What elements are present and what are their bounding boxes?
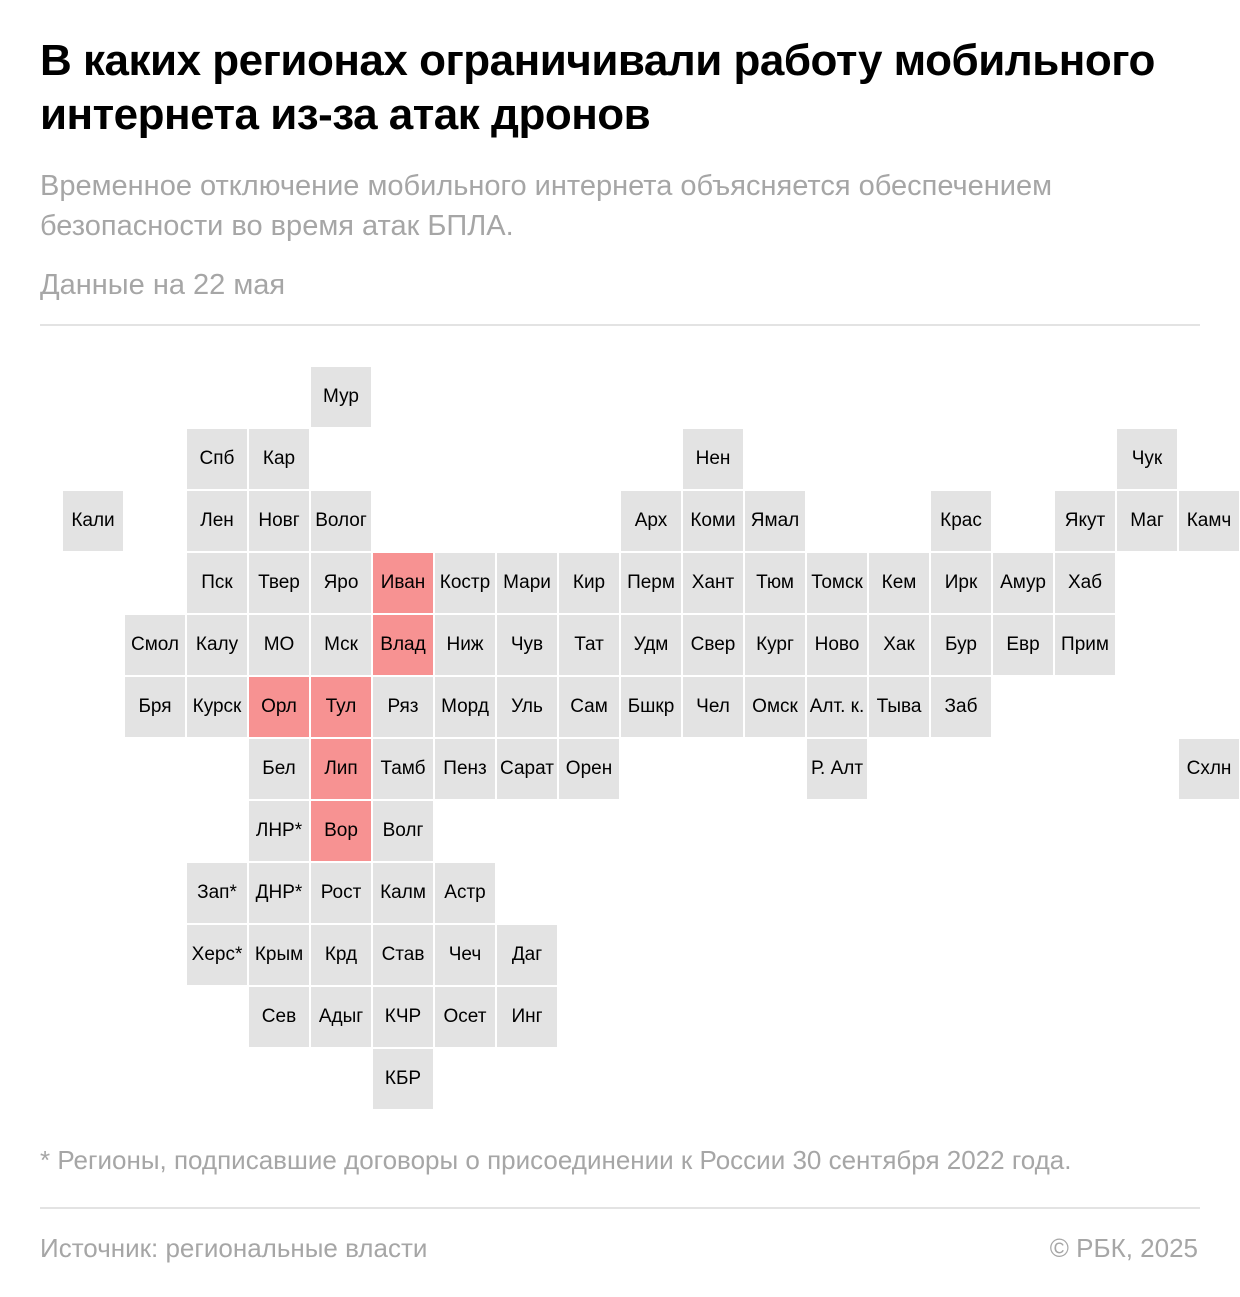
region-tile: Кир	[559, 553, 619, 613]
region-tile: Новг	[249, 491, 309, 551]
region-tile: Сам	[559, 677, 619, 737]
region-tile: МО	[249, 615, 309, 675]
region-tile: Калу	[187, 615, 247, 675]
region-tile: Томск	[807, 553, 867, 613]
region-tile: Ново	[807, 615, 867, 675]
region-tile: Крд	[311, 925, 371, 985]
region-tile: Тул	[311, 677, 371, 737]
region-tile: КЧР	[373, 987, 433, 1047]
region-tile: Тамб	[373, 739, 433, 799]
region-tile: Заб	[931, 677, 991, 737]
region-tile: Бел	[249, 739, 309, 799]
region-tile: Крас	[931, 491, 991, 551]
region-tile: Омск	[745, 677, 805, 737]
region-tile: Кем	[869, 553, 929, 613]
region-tile: Осет	[435, 987, 495, 1047]
region-tile: КБР	[373, 1049, 433, 1109]
region-tile: Чув	[497, 615, 557, 675]
region-tile: Коми	[683, 491, 743, 551]
region-tile: Алт. к.	[807, 677, 867, 737]
page-title: В каких регионах ограничивали работу моб…	[40, 36, 1155, 139]
region-tile: Тат	[559, 615, 619, 675]
region-tile: Яро	[311, 553, 371, 613]
page-subtitle: Временное отключение мобильного интернет…	[40, 170, 1053, 242]
region-tile: Даг	[497, 925, 557, 985]
region-tile: Лип	[311, 739, 371, 799]
region-tile: Астр	[435, 863, 495, 923]
top-divider	[40, 324, 1200, 326]
region-tile: Став	[373, 925, 433, 985]
region-tile: Мари	[497, 553, 557, 613]
region-tile: Рост	[311, 863, 371, 923]
region-tile: Хант	[683, 553, 743, 613]
region-tile: ДНР*	[249, 863, 309, 923]
region-tile: Амур	[993, 553, 1053, 613]
region-tile: Тыва	[869, 677, 929, 737]
region-tile: Тюм	[745, 553, 805, 613]
data-date: Данные на 22 мая	[40, 269, 286, 301]
region-tile: Морд	[435, 677, 495, 737]
region-tile: Крым	[249, 925, 309, 985]
region-tile: Твер	[249, 553, 309, 613]
region-tile: Адыг	[311, 987, 371, 1047]
region-tile: Кали	[63, 491, 123, 551]
region-tile: Спб	[187, 429, 247, 489]
region-tile: Сарат	[497, 739, 557, 799]
region-tile: Волг	[373, 801, 433, 861]
region-tile: Чеч	[435, 925, 495, 985]
region-tile: Вор	[311, 801, 371, 861]
region-tile: Кар	[249, 429, 309, 489]
region-tile: Схлн	[1179, 739, 1239, 799]
source-note: Источник: региональные власти	[40, 1233, 428, 1263]
region-tile: ЛНР*	[249, 801, 309, 861]
region-tile: Орен	[559, 739, 619, 799]
region-tile: Хаб	[1055, 553, 1115, 613]
region-tile: Маг	[1117, 491, 1177, 551]
region-tile: Костр	[435, 553, 495, 613]
bottom-divider	[40, 1207, 1200, 1209]
region-tile: Ниж	[435, 615, 495, 675]
region-tile: Ирк	[931, 553, 991, 613]
region-tile: Перм	[621, 553, 681, 613]
region-tile: Прим	[1055, 615, 1115, 675]
footnote: * Регионы, подписавшие договоры о присое…	[40, 1145, 1072, 1175]
region-tile: Удм	[621, 615, 681, 675]
region-tile: Ямал	[745, 491, 805, 551]
region-tile: Ряз	[373, 677, 433, 737]
region-tile: Херс*	[187, 925, 247, 985]
region-tile: Камч	[1179, 491, 1239, 551]
region-tile: Влад	[373, 615, 433, 675]
region-tile: Бур	[931, 615, 991, 675]
region-tile: Сев	[249, 987, 309, 1047]
copyright: © РБК, 2025	[1049, 1233, 1198, 1263]
region-tile: Якут	[1055, 491, 1115, 551]
region-tile: Хак	[869, 615, 929, 675]
region-tile: Арх	[621, 491, 681, 551]
region-tile: Пенз	[435, 739, 495, 799]
region-tile: Кург	[745, 615, 805, 675]
region-tile: Нен	[683, 429, 743, 489]
region-tile: Чук	[1117, 429, 1177, 489]
region-tile: Свер	[683, 615, 743, 675]
region-tile: Евр	[993, 615, 1053, 675]
region-tile: Курск	[187, 677, 247, 737]
region-tile: Мур	[311, 367, 371, 427]
region-tile: Мск	[311, 615, 371, 675]
region-tile: Р. Алт	[807, 739, 867, 799]
region-tile: Инг	[497, 987, 557, 1047]
region-tile: Бря	[125, 677, 185, 737]
region-tile: Бшкр	[621, 677, 681, 737]
region-tile: Иван	[373, 553, 433, 613]
region-tile: Уль	[497, 677, 557, 737]
region-tile: Чел	[683, 677, 743, 737]
region-tile: Калм	[373, 863, 433, 923]
region-tile: Смол	[125, 615, 185, 675]
region-tile: Орл	[249, 677, 309, 737]
region-tile: Зап*	[187, 863, 247, 923]
region-tile: Пск	[187, 553, 247, 613]
region-tile: Лен	[187, 491, 247, 551]
region-tile: Волог	[311, 491, 371, 551]
